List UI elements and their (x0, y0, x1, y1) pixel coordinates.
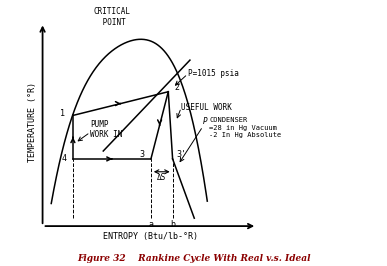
Text: b: b (170, 220, 175, 228)
X-axis label: ENTROPY (Btu/lb-°R): ENTROPY (Btu/lb-°R) (103, 232, 199, 241)
Text: 2: 2 (175, 83, 180, 92)
Text: a: a (149, 220, 153, 228)
Text: Figure 32    Rankine Cycle With Real v.s. Ideal: Figure 32 Rankine Cycle With Real v.s. I… (77, 254, 310, 263)
Text: 1: 1 (60, 109, 65, 118)
Text: CONDENSER
=28 in Hg Vacuum
-2 In Hg Absolute: CONDENSER =28 in Hg Vacuum -2 In Hg Abso… (209, 117, 282, 138)
Text: PUMP
WORK IN: PUMP WORK IN (90, 120, 123, 139)
Text: CRITICAL
 POINT: CRITICAL POINT (93, 7, 130, 27)
Text: P: P (203, 117, 207, 126)
Text: 3: 3 (140, 151, 145, 159)
Y-axis label: TEMPERATURE (°R): TEMPERATURE (°R) (28, 82, 37, 162)
Text: 3': 3' (176, 151, 186, 159)
Text: 4: 4 (62, 155, 67, 163)
Text: P=1015 psia: P=1015 psia (188, 69, 239, 78)
Text: ΔS: ΔS (157, 173, 166, 182)
Text: USEFUL WORK: USEFUL WORK (181, 103, 232, 112)
